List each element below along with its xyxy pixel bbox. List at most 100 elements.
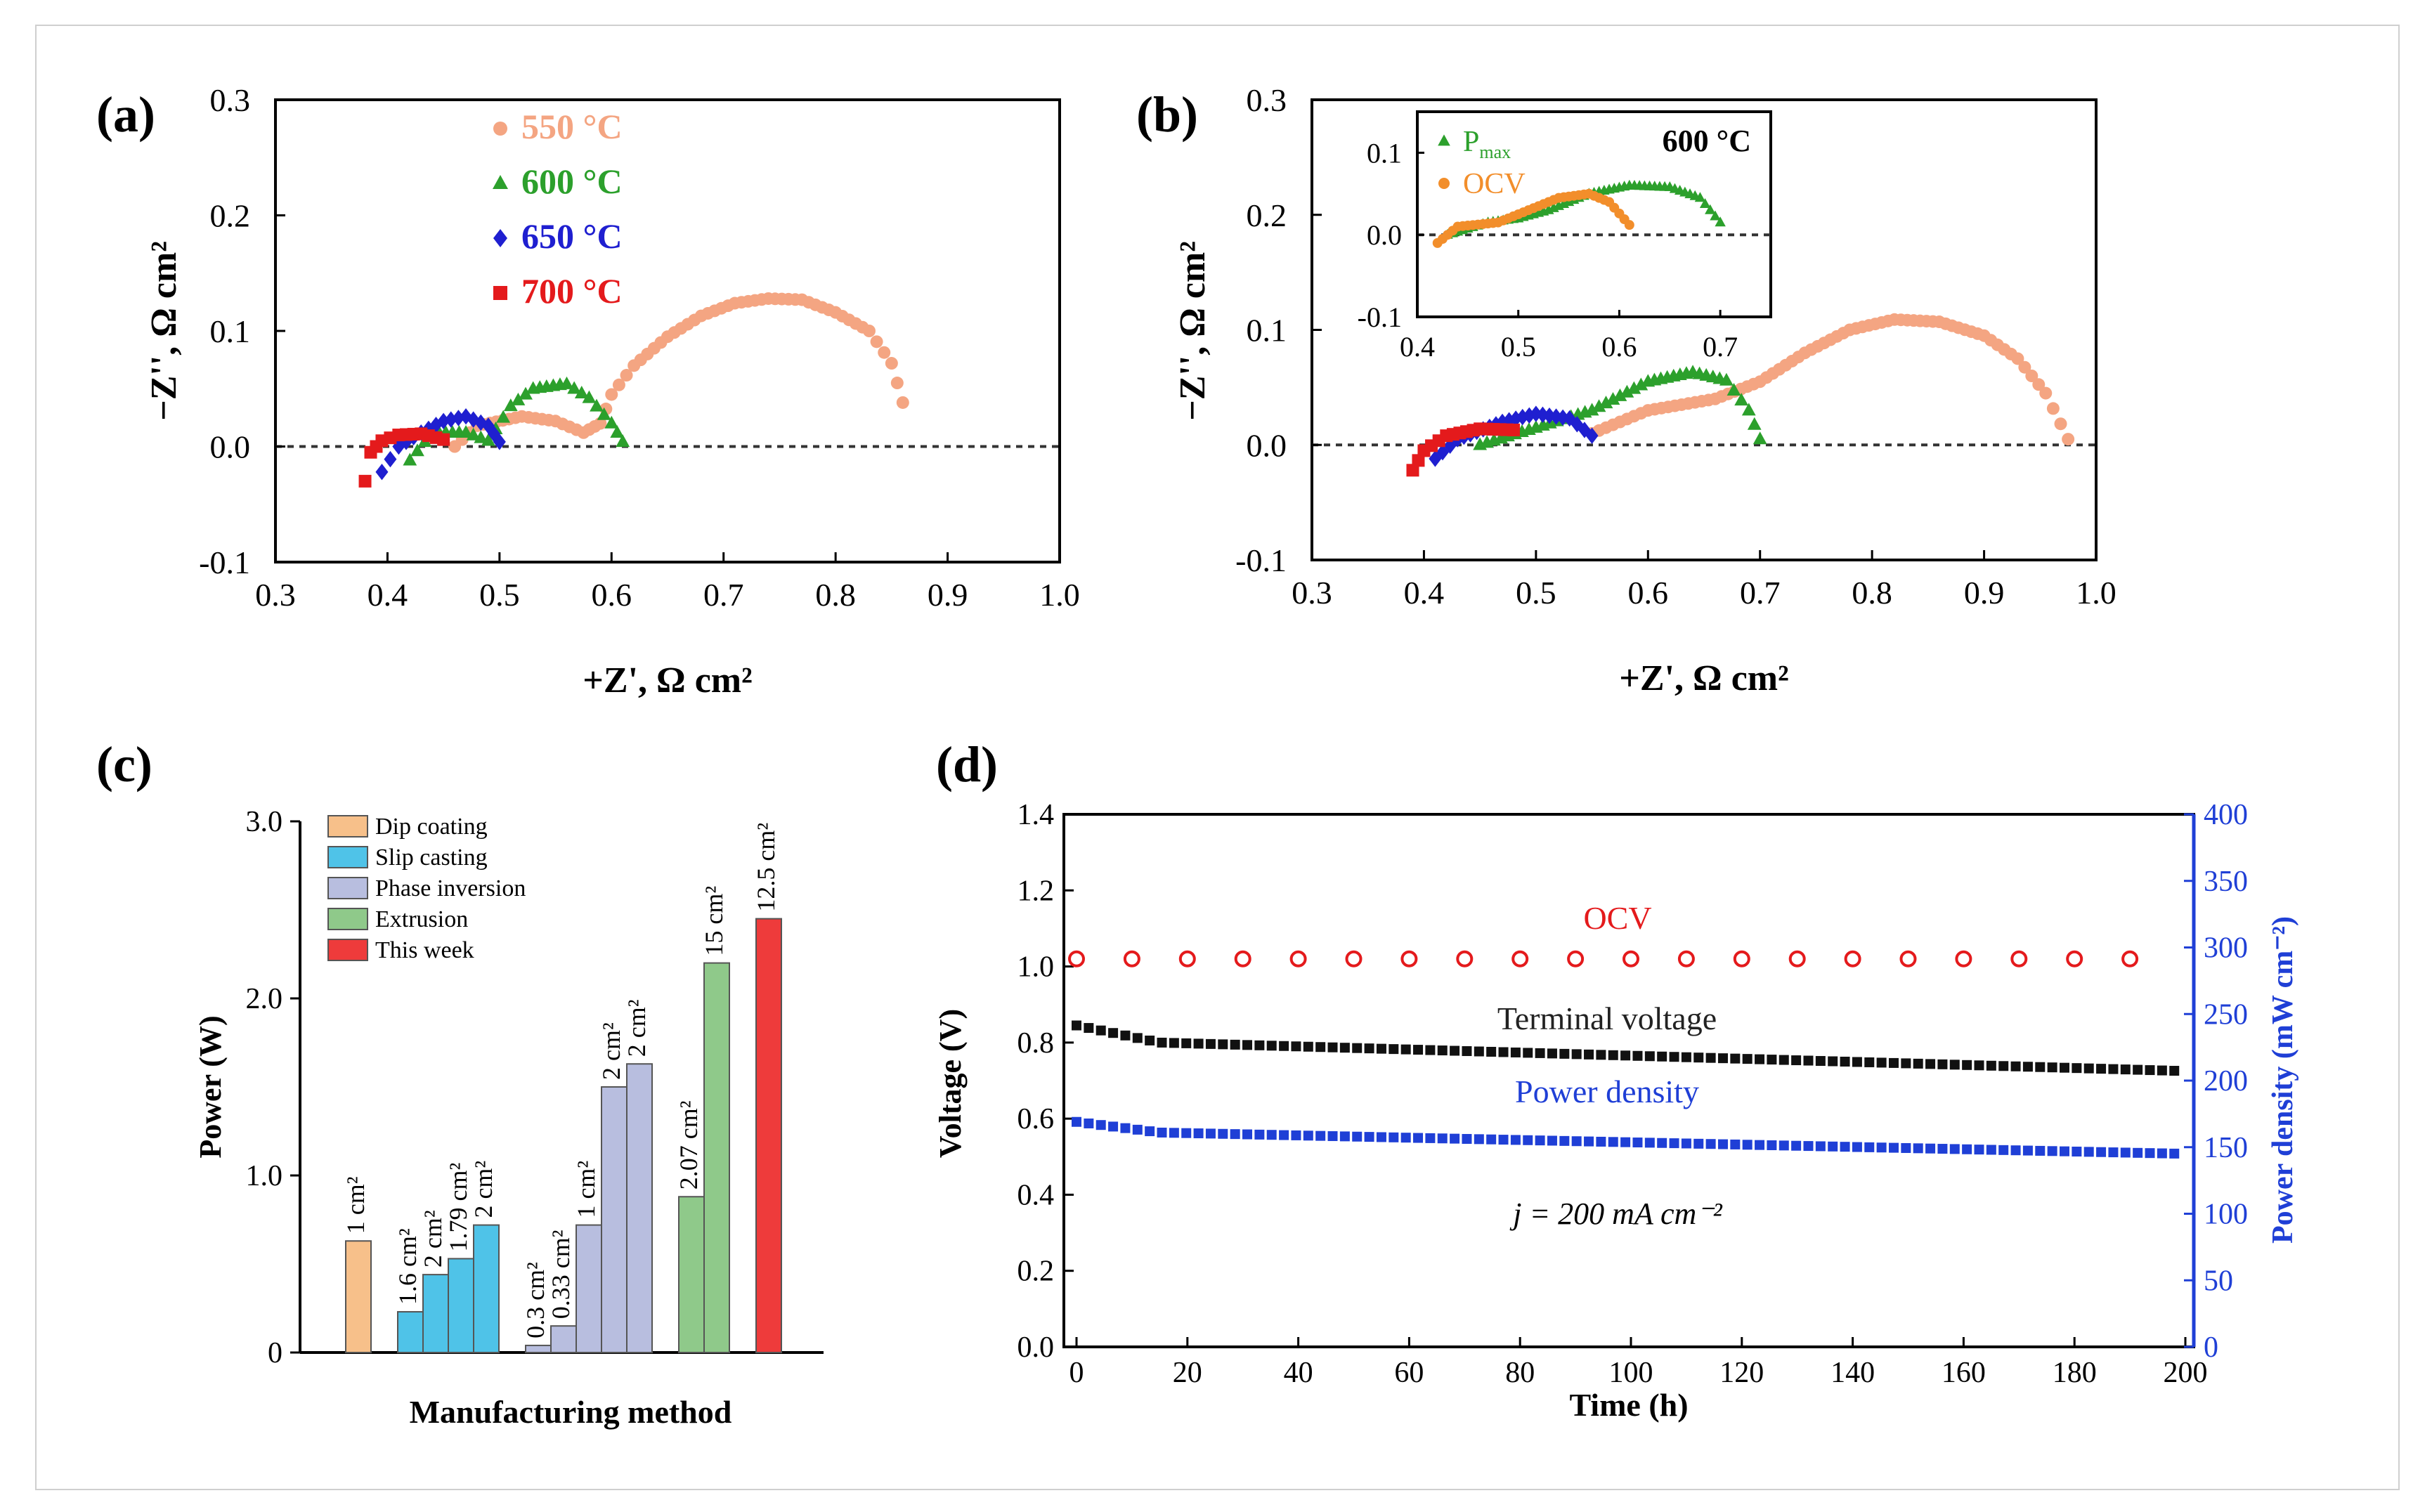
x-tick-label: 0.3 <box>255 577 296 613</box>
y-tick-label: 0 <box>268 1337 282 1369</box>
data-point <box>1620 1137 1631 1147</box>
data-point <box>1254 1040 1265 1050</box>
data-point <box>559 376 574 389</box>
data-point <box>437 433 450 446</box>
data-point <box>2133 1064 2143 1075</box>
panel-d-current-label: j = 200 mA cm⁻² <box>1509 1197 1722 1231</box>
y2-tick-label: 400 <box>2204 799 2248 831</box>
x-tick-label: 20 <box>1173 1357 1202 1389</box>
panel-a-ylabel: −Z'', Ω cm² <box>144 241 184 421</box>
data-point <box>1852 1057 1862 1067</box>
data-point <box>1815 1056 1826 1067</box>
data-point <box>1606 391 1620 405</box>
data-point <box>1400 1133 1411 1143</box>
y-tick-label: 0.3 <box>1247 82 1287 118</box>
data-point <box>1864 1142 1875 1152</box>
data-point <box>1779 1055 1789 1065</box>
data-point <box>2083 1147 2094 1157</box>
data-point <box>1767 1140 1777 1150</box>
x-tick-label: 0.5 <box>479 577 520 613</box>
x-tick-label: 1.0 <box>1039 577 1080 613</box>
data-point <box>1315 1130 1326 1141</box>
data-point <box>1962 1060 1972 1070</box>
data-point <box>1974 1145 1984 1155</box>
data-point <box>1559 1135 1570 1146</box>
data-point <box>2145 1065 2155 1076</box>
data-point <box>1627 381 1641 394</box>
inset-legend-subscript: max <box>1479 142 1511 162</box>
data-point <box>1925 1143 1936 1154</box>
data-point <box>1376 1132 1386 1142</box>
data-point <box>1169 1038 1179 1048</box>
data-point <box>878 346 891 359</box>
data-point <box>1644 1051 1655 1062</box>
data-point <box>2072 1147 2082 1157</box>
bar-data-label: 1 cm² <box>572 1161 600 1218</box>
bar <box>422 1274 449 1353</box>
panel-d-terminal-label: Terminal voltage <box>1497 1001 1717 1036</box>
data-point <box>358 474 372 488</box>
data-point <box>2066 950 2083 967</box>
data-point <box>1624 220 1634 230</box>
data-point <box>1462 1133 1472 1144</box>
panel-label-c: (c) <box>96 736 152 793</box>
legend-swatch <box>327 939 368 961</box>
data-point <box>1429 450 1442 467</box>
y2-tick-label: 250 <box>2204 998 2248 1031</box>
data-point <box>1717 1139 1728 1149</box>
data-point <box>1068 950 1085 967</box>
bar <box>345 1240 372 1353</box>
data-point <box>1592 399 1606 412</box>
data-point <box>1620 1050 1631 1061</box>
data-point <box>1205 1128 1216 1139</box>
bar-data-label: 0.33 cm² <box>547 1230 575 1319</box>
x-tick-label: 0.4 <box>368 577 408 613</box>
legend-swatch <box>327 877 368 899</box>
data-point <box>1584 1136 1594 1147</box>
data-point <box>1913 1058 1923 1069</box>
bar <box>550 1325 577 1353</box>
data-point <box>1901 1142 1911 1153</box>
bar <box>448 1258 474 1353</box>
data-point <box>1669 1138 1679 1149</box>
legend-label: 700 °C <box>521 271 623 311</box>
data-point <box>2157 1065 2167 1076</box>
bar-data-label: 2 cm² <box>623 999 651 1057</box>
data-point <box>2121 950 2139 967</box>
bar <box>576 1224 602 1354</box>
data-point <box>1289 950 1307 967</box>
data-point <box>2133 1147 2143 1158</box>
data-point <box>1339 1043 1350 1053</box>
data-point <box>1571 1136 1582 1147</box>
data-point <box>1303 1041 1313 1052</box>
x-tick-label: 0.9 <box>928 577 968 613</box>
data-point <box>1523 1048 1533 1058</box>
data-point <box>1542 407 1556 424</box>
y-tick-label: 0.0 <box>1017 1331 1055 1364</box>
y-tick-label: 0.0 <box>1367 219 1402 251</box>
y-tick-label: 0.3 <box>210 82 251 118</box>
data-point <box>474 430 488 443</box>
data-point <box>1218 1128 1228 1139</box>
data-point <box>1327 1131 1338 1142</box>
data-point <box>582 390 597 403</box>
y-tick-label: 0.1 <box>1247 313 1287 348</box>
x-tick-label: 0.9 <box>1964 575 2005 611</box>
data-point <box>2120 1064 2131 1075</box>
y2-tick-label: 100 <box>2204 1199 2248 1231</box>
y-tick-label: 3.0 <box>246 806 283 838</box>
data-point <box>1632 1138 1643 1148</box>
panel-b-ylabel: −Z'', Ω cm² <box>1173 241 1213 421</box>
y-tick-label: 0.2 <box>1017 1256 1055 1288</box>
data-point <box>2010 950 2028 967</box>
panel-d-ocv-label: OCV <box>1583 900 1651 936</box>
data-point <box>1145 1126 1155 1137</box>
data-point <box>2120 1147 2131 1158</box>
y2-tick-label: 50 <box>2204 1265 2233 1297</box>
data-point <box>1108 1028 1119 1038</box>
y2-tick-label: 150 <box>2204 1132 2248 1164</box>
bar-data-label: 1 cm² <box>342 1176 370 1234</box>
data-point <box>1719 372 1734 386</box>
data-point <box>594 417 607 430</box>
data-point <box>1888 1142 1899 1153</box>
